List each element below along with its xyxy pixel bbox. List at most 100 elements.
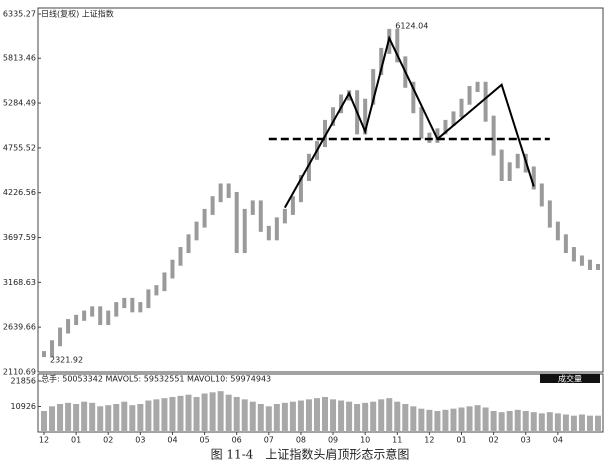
candle (138, 302, 143, 313)
x-tick-label: 12 (39, 436, 49, 445)
volume-bar (378, 399, 385, 432)
candle (587, 259, 592, 270)
candle (306, 153, 311, 181)
candle (547, 200, 552, 228)
volume-bar (265, 406, 272, 432)
y-tick-label: 5813.46 (3, 54, 36, 63)
candle (491, 115, 496, 156)
candle (451, 111, 456, 126)
candle (371, 69, 376, 105)
volume-bar (233, 397, 240, 432)
candle (162, 272, 167, 292)
candle (98, 306, 103, 326)
candle (539, 183, 544, 207)
volume-bar (418, 408, 425, 432)
chart-title: 日线(复权) 上证指数 (41, 9, 114, 19)
volume-bar (257, 404, 264, 432)
candle (74, 314, 79, 326)
candle (170, 259, 175, 279)
y-tick-label: 2110.69 (3, 368, 36, 377)
candle (146, 289, 151, 309)
candle (427, 132, 432, 143)
volume-bar (81, 401, 88, 432)
volume-bar (586, 415, 593, 432)
candle (66, 319, 71, 334)
volume-button-text[interactable]: 成交量 (558, 374, 582, 384)
volume-bar (153, 399, 160, 432)
candle (555, 221, 560, 241)
volume-bar (530, 412, 537, 432)
volume-bar (41, 411, 47, 432)
candle (218, 183, 223, 203)
volume-bar (105, 405, 112, 432)
candle (507, 162, 512, 181)
y-tick-label: 4755.52 (3, 143, 36, 152)
candle (323, 119, 328, 148)
volume-bar (522, 411, 529, 432)
candle (563, 234, 568, 254)
volume-tick-label: 10926 (11, 402, 36, 411)
volume-bar (538, 413, 545, 432)
candle (395, 28, 400, 63)
candle (571, 247, 576, 262)
volume-bar (490, 411, 497, 432)
volume-bar (402, 404, 409, 432)
y-tick-label: 2639.66 (3, 323, 36, 332)
volume-bar (89, 402, 96, 432)
caption: 图 11-4 上证指数头肩顶形态示意图 (211, 447, 410, 462)
volume-bar (338, 400, 345, 432)
candle (58, 327, 63, 347)
candle (515, 153, 520, 169)
volume-bar (330, 399, 337, 432)
y-tick-label: 6335.27 (3, 10, 36, 19)
volume-bar (289, 401, 296, 432)
volume-bar (65, 402, 72, 432)
volume-bar (281, 402, 288, 432)
candle (114, 302, 119, 317)
candle (298, 174, 303, 203)
volume-bar (169, 397, 176, 432)
y-tick-label: 4226.56 (3, 188, 36, 197)
x-tick-label: 04 (167, 436, 177, 445)
volume-bar (506, 411, 513, 432)
volume-bar (474, 405, 481, 432)
candle (419, 107, 424, 139)
volume-bar (410, 406, 417, 432)
volume-bar (161, 398, 168, 432)
candle (596, 263, 600, 270)
candle (339, 94, 344, 114)
volume-bar (137, 404, 144, 432)
candle (274, 217, 279, 241)
volume-bar (177, 395, 184, 432)
volume-bar (57, 404, 64, 432)
x-tick-label: 02 (103, 436, 113, 445)
volume-tick-label: 21856 (11, 377, 36, 386)
x-tick-label: 05 (199, 436, 209, 445)
pattern-line (283, 35, 535, 209)
volume-bar (129, 405, 136, 432)
volume-button[interactable] (540, 374, 600, 383)
candle (250, 200, 255, 215)
volume-bar (562, 414, 569, 432)
candle (435, 128, 440, 143)
candle (459, 98, 464, 118)
x-tick-label: 02 (489, 436, 499, 445)
peak-label: 6124.04 (395, 21, 428, 30)
candle (154, 285, 159, 296)
candle (531, 166, 536, 190)
volume-bar (354, 404, 361, 432)
candle (178, 247, 183, 266)
volume-bar (578, 414, 585, 432)
volume-bar (595, 415, 601, 432)
candle (411, 81, 416, 114)
volume-bar (297, 400, 304, 432)
candle (234, 191, 239, 254)
candle (194, 221, 199, 241)
candle (202, 208, 207, 228)
volume-bar (362, 402, 369, 432)
candle (106, 310, 111, 326)
candle (579, 255, 584, 266)
volume-bar (273, 404, 280, 432)
price-frame (37, 7, 604, 373)
